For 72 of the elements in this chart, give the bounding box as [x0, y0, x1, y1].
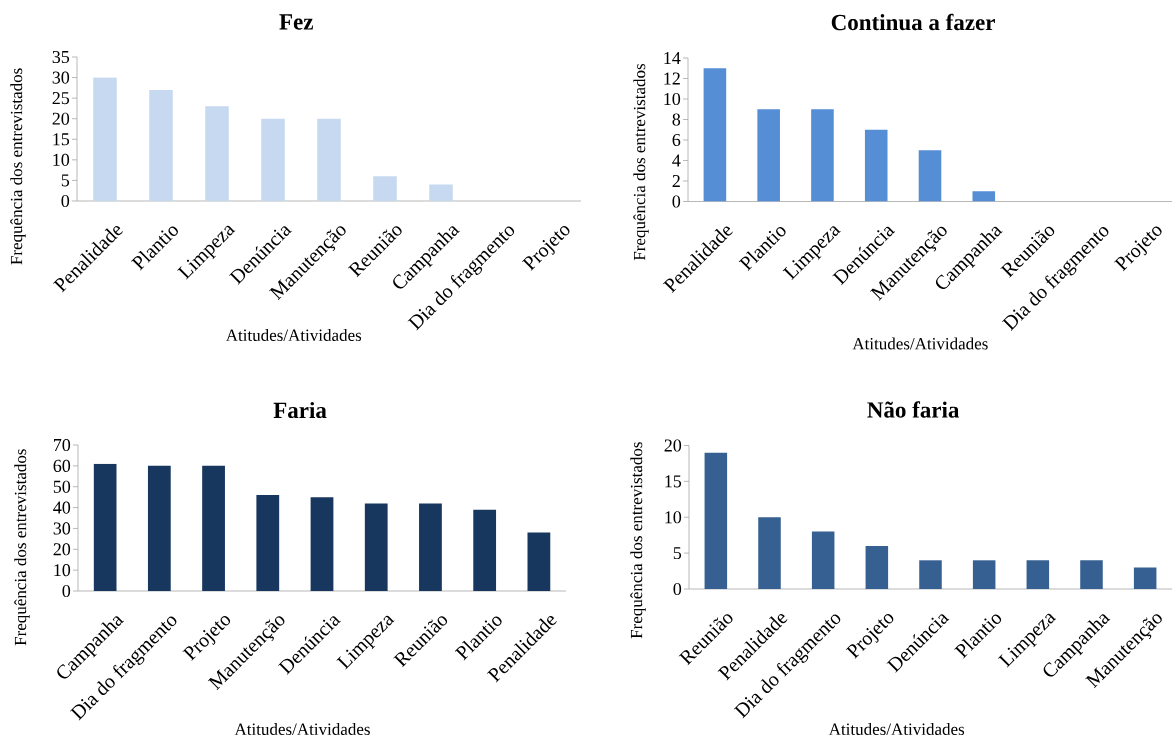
y-tick-label: 10: [665, 511, 682, 524]
y-tick-label: 10: [54, 564, 71, 577]
bar: [703, 68, 727, 202]
y-tick-label: 2: [672, 175, 680, 187]
chart-title: Fez: [279, 14, 313, 30]
y-tick-label: 10: [664, 92, 681, 106]
bar: [261, 118, 285, 201]
x-axis-title: Atitudes/Atividades: [234, 723, 370, 735]
bar: [310, 497, 334, 591]
bar: [147, 465, 171, 591]
y-tick-label: 30: [52, 71, 70, 84]
bar: [758, 517, 781, 589]
y-axis-title: Frequência dos entrevistados: [10, 68, 26, 265]
bar: [865, 545, 889, 589]
y-tick-label: 14: [664, 52, 681, 64]
bar: [473, 509, 497, 591]
bar: [918, 150, 942, 202]
y-tick-label: 50: [53, 480, 71, 493]
y-tick-label: 0: [61, 194, 70, 208]
x-axis-title: Atitudes/Atividades: [852, 337, 988, 350]
bar: [811, 531, 835, 589]
bar: [972, 191, 996, 202]
y-axis-title: Frequência dos entrevistados: [14, 449, 30, 646]
bar: [1026, 560, 1050, 589]
bar: [1133, 567, 1157, 589]
x-axis-title: Atitudes/Atividades: [225, 329, 362, 341]
y-tick-label: 20: [664, 439, 682, 452]
bar: [256, 495, 280, 591]
y-tick-label: 60: [53, 459, 71, 472]
bar: [93, 77, 117, 201]
y-tick-label: 70: [53, 438, 71, 452]
y-tick-label: 15: [665, 475, 682, 488]
y-tick-label: 20: [53, 543, 71, 556]
chart-title: Faria: [273, 401, 327, 419]
y-tick-label: 6: [672, 133, 681, 147]
bar: [919, 560, 942, 589]
y-tick-label: 30: [53, 522, 71, 535]
bar: [864, 129, 888, 202]
y-tick-label: 12: [664, 72, 680, 85]
bar: [205, 106, 229, 201]
bar: [149, 89, 173, 201]
y-tick-label: 10: [53, 153, 70, 166]
y-tick-label: 4: [672, 154, 681, 167]
y-tick-label: 15: [53, 133, 70, 146]
y-tick-label: 35: [52, 50, 70, 64]
chart-title: Continua a fazer: [831, 13, 995, 31]
y-tick-label: 5: [61, 174, 70, 187]
y-axis-title: Frequência dos entrevistados: [630, 442, 646, 639]
y-tick-label: 5: [673, 547, 682, 560]
y-tick-label: 25: [52, 92, 70, 105]
bar: [317, 118, 341, 201]
bar: [373, 176, 397, 201]
y-tick-label: 0: [62, 584, 71, 598]
y-tick-label: 0: [672, 195, 681, 208]
bar: [757, 109, 780, 202]
bar: [202, 465, 225, 591]
y-tick-label: 20: [52, 112, 70, 125]
bar: [419, 503, 442, 591]
bar: [811, 109, 834, 202]
y-tick-label: 8: [672, 113, 681, 126]
y-tick-label: 0: [673, 582, 682, 596]
y-tick-label: 40: [53, 501, 71, 514]
bar: [93, 463, 117, 591]
bar: [1080, 560, 1103, 589]
chart-title: Não faria: [867, 401, 960, 418]
x-axis-title: Atitudes/Atividades: [828, 723, 965, 735]
bar: [429, 184, 453, 201]
bar: [364, 503, 388, 591]
bar: [704, 452, 728, 589]
bar: [527, 532, 551, 591]
bar: [972, 560, 996, 589]
y-axis-title: Frequência dos entrevistados: [633, 63, 649, 261]
